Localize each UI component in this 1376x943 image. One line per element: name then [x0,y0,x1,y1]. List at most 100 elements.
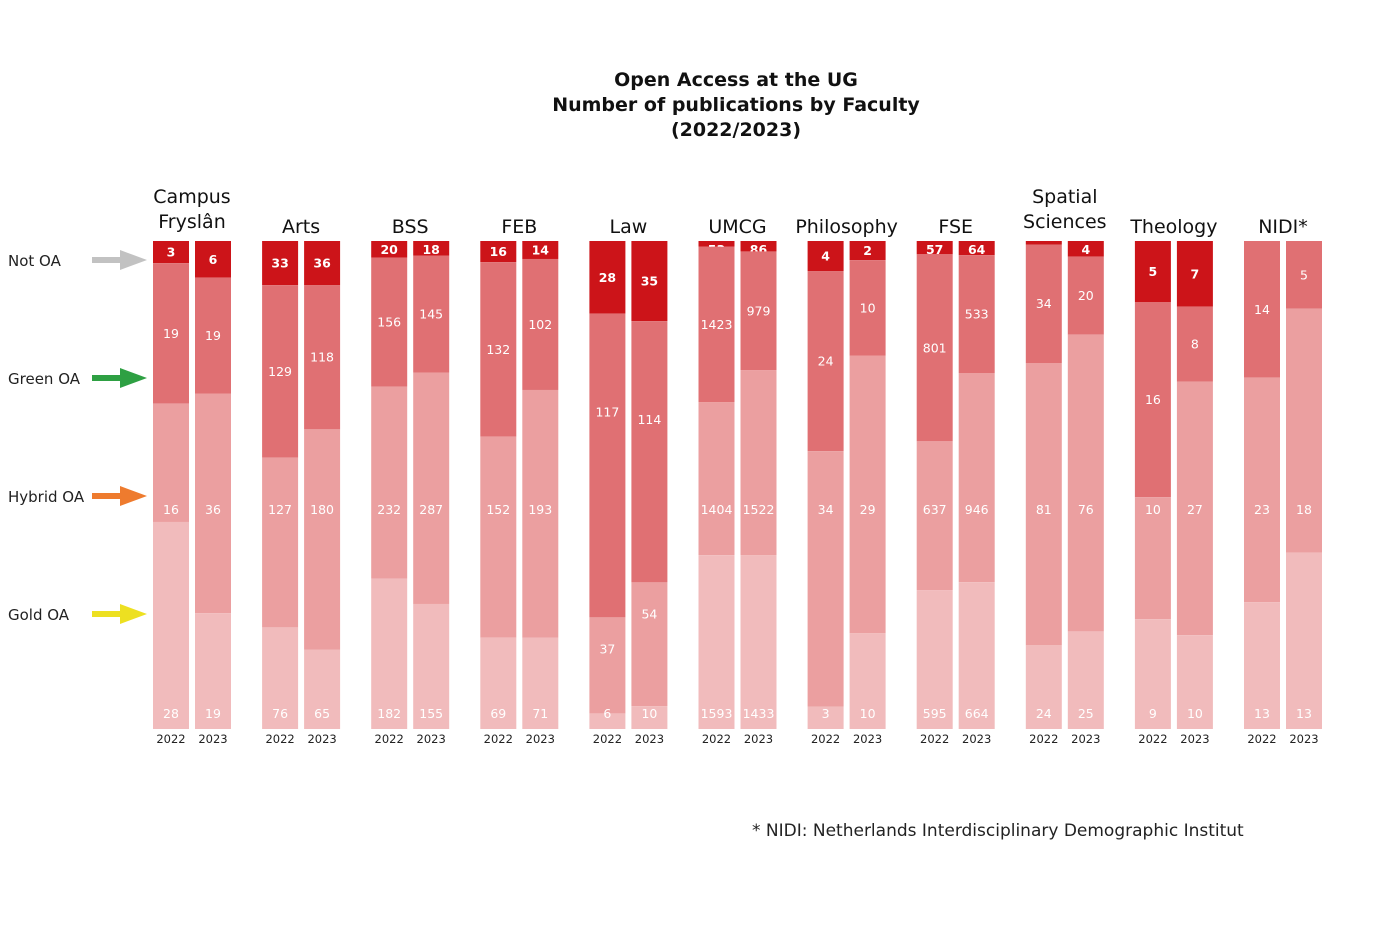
data-label-feb-2022-not-oa: 16 [490,244,508,259]
data-label-bss-2023-hybrid-oa: 287 [419,502,443,517]
legend-arrow-hybrid-oa [92,486,147,506]
data-label-campus-frysl-n-2023-green-oa: 19 [205,328,221,343]
bar-segment-umcg-2023-green-oa [740,251,777,371]
data-label-theology-2023-hybrid-oa: 27 [1187,502,1203,517]
bar-segment-campus-frysl-n-2022-gold-oa [153,521,189,729]
data-label-arts-2023-green-oa: 118 [310,350,334,365]
bar-segment-campus-frysl-n-2023-green-oa [195,277,231,394]
data-label-law-2023-gold-oa: 10 [641,706,657,721]
data-label-arts-2022-green-oa: 129 [268,364,292,379]
bar-segment-arts-2022-hybrid-oa [262,457,299,628]
year-label-campus-frysl-n-2022: 2022 [156,732,185,746]
data-label-fse-2023-hybrid-oa: 946 [965,502,989,517]
bar-segment-law-2022-hybrid-oa [589,617,626,714]
data-label-campus-frysl-n-2022-not-oa: 3 [167,245,176,260]
data-label-theology-2023-green-oa: 8 [1191,337,1199,352]
bars: CampusFryslân3191628202261936192023Arts3… [153,186,1322,746]
year-label-bss-2023: 2023 [417,732,446,746]
data-label-umcg-2023-gold-oa: 1433 [743,706,775,721]
data-label-arts-2022-gold-oa: 76 [272,706,288,721]
data-label-bss-2022-hybrid-oa: 232 [377,502,401,517]
data-label-theology-2022-hybrid-oa: 10 [1145,502,1161,517]
data-label-fse-2022-hybrid-oa: 637 [923,502,947,517]
bar-segment-fse-2023-gold-oa [958,582,995,729]
year-label-umcg-2022: 2022 [702,732,731,746]
data-label-nidi-2023-green-oa: 5 [1300,267,1308,282]
bar-segment-arts-2022-green-oa [262,285,299,458]
data-label-philosophy-2023-hybrid-oa: 29 [860,502,876,517]
bar-segment-bss-2022-gold-oa [371,578,408,729]
data-label-theology-2022-gold-oa: 9 [1149,706,1157,721]
bar-segment-arts-2023-hybrid-oa [304,429,341,650]
bar-segment-law-2023-gold-oa [631,706,668,729]
data-label-law-2023-hybrid-oa: 54 [641,606,657,621]
bar-segment-nidi-2023-gold-oa [1286,552,1322,729]
bar-segment-feb-2023-green-oa [522,258,559,390]
year-label-arts-2023: 2023 [307,732,336,746]
data-label-feb-2022-green-oa: 132 [486,342,510,357]
bar-segment-law-2022-green-oa [589,313,626,618]
data-label-fse-2022-not-oa: 57 [926,242,943,257]
legend-label-hybrid-oa: Hybrid OA [8,488,85,506]
data-label-nidi-2022-green-oa: 14 [1254,302,1270,317]
data-label-law-2022-not-oa: 28 [599,270,616,285]
data-label-bss-2023-gold-oa: 155 [419,706,443,721]
faculty-label-campus-frysl-n: Campus [153,186,230,208]
data-label-bss-2022-green-oa: 156 [377,315,401,330]
data-label-philosophy-2023-gold-oa: 10 [860,706,876,721]
data-label-arts-2023-not-oa: 36 [313,256,331,271]
year-label-philosophy-2023: 2023 [853,732,882,746]
legend-label-gold-oa: Gold OA [8,606,70,624]
bar-segment-campus-frysl-n-2023-not-oa [195,241,231,278]
data-label-philosophy-2023-not-oa: 2 [863,243,872,258]
year-label-umcg-2023: 2023 [744,732,773,746]
bar-segment-philosophy-2023-hybrid-oa [849,355,886,634]
faculty-label-law: Law [610,216,648,238]
bar-segment-nidi-2022-green-oa [1244,241,1280,378]
year-label-law-2023: 2023 [635,732,664,746]
bar-segment-campus-frysl-n-2023-gold-oa [195,613,231,729]
bar-segment-nidi-2022-hybrid-oa [1244,377,1280,603]
bar-segment-campus-frysl-n-2022-green-oa [153,263,189,404]
bar-segment-arts-2022-not-oa [262,241,299,286]
bar-segment-fse-2022-green-oa [916,254,953,442]
data-label-law-2022-gold-oa: 6 [603,706,611,721]
bar-segment-theology-2022-green-oa [1134,302,1171,498]
year-label-fse-2022: 2022 [920,732,949,746]
bar-segment-umcg-2023-not-oa [740,241,777,252]
data-label-arts-2022-not-oa: 33 [271,256,288,271]
bar-segment-theology-2023-gold-oa [1176,635,1213,729]
legend-arrow-green-oa [92,368,147,388]
bar-segment-spatial-sciences-2023-green-oa [1067,256,1104,335]
data-label-spatial-sciences-2022-hybrid-oa: 81 [1036,502,1052,517]
data-label-law-2022-green-oa: 117 [595,405,619,420]
data-label-arts-2023-hybrid-oa: 180 [310,502,334,517]
faculty-label-feb: FEB [501,216,537,238]
legend-label-green-oa: Green OA [8,370,81,388]
bar-segment-spatial-sciences-2023-gold-oa [1067,631,1104,729]
data-label-fse-2023-gold-oa: 664 [965,706,989,721]
bar-segment-bss-2022-green-oa [371,257,408,387]
year-label-theology-2023: 2023 [1180,732,1209,746]
data-label-spatial-sciences-2023-green-oa: 20 [1078,288,1094,303]
bar-segment-spatial-sciences-2022-green-oa [1025,244,1062,363]
data-label-umcg-2022-hybrid-oa: 1404 [701,502,733,517]
faculty-label-umcg: UMCG [708,216,766,238]
faculty-label-spatial-sciences: Spatial [1032,186,1097,208]
data-label-philosophy-2022-hybrid-oa: 34 [818,502,834,517]
title-line-3: (2022/2023) [671,119,801,141]
bar-segment-campus-frysl-n-2023-hybrid-oa [195,393,231,614]
data-label-bss-2022-not-oa: 20 [380,242,398,257]
data-label-nidi-2023-hybrid-oa: 18 [1296,502,1312,517]
data-label-arts-2022-hybrid-oa: 127 [268,502,292,517]
chart-title: Open Access at the UG Number of publicati… [552,69,920,141]
bar-segment-feb-2022-hybrid-oa [480,436,517,638]
year-label-campus-frysl-n-2023: 2023 [198,732,227,746]
faculty-label-bss: BSS [392,216,429,238]
year-label-nidi-2023: 2023 [1289,732,1318,746]
title-line-2: Number of publications by Faculty [552,94,920,116]
data-label-campus-frysl-n-2023-not-oa: 6 [209,252,218,267]
year-label-theology-2022: 2022 [1138,732,1167,746]
bar-segment-spatial-sciences-2023-not-oa [1067,241,1104,257]
